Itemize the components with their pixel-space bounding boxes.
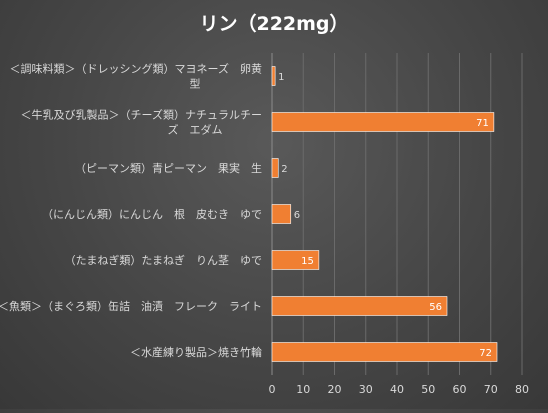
x-tick-label: 10 [296, 383, 310, 396]
x-tick-label: 30 [359, 383, 373, 396]
x-tick-label: 50 [421, 383, 435, 396]
data-labels: 1 71 2 6 15 56 72 [278, 72, 492, 359]
x-tick-label: 60 [453, 383, 467, 396]
category-label: ＜水産練り製品＞焼き竹輪 [130, 345, 262, 359]
category-label: ＜調味料類＞（ドレッシング類）マヨネーズ 卵黄 [10, 62, 262, 76]
x-tick-label: 40 [390, 383, 404, 396]
x-tick-label: 0 [269, 383, 276, 396]
x-axis-ticks: 0 10 20 30 40 50 60 70 80 [269, 383, 530, 396]
bar [271, 342, 498, 362]
category-label: ＜魚類＞（まぐろ類）缶詰 油漬 フレーク ライト [0, 299, 262, 313]
gridlines [271, 53, 523, 375]
bar [271, 204, 292, 224]
category-label: ズ エダム [168, 123, 223, 137]
x-tick-label: 80 [515, 383, 529, 396]
chart-title: リン（222mg） [199, 12, 348, 35]
x-tick-label: 20 [328, 383, 342, 396]
category-label: （たまねぎ類）たまねぎ りん茎 ゆで [65, 253, 262, 267]
bar [271, 112, 495, 132]
bar [271, 66, 276, 86]
category-labels: ＜調味料類＞（ドレッシング類）マヨネーズ 卵黄型 ＜牛乳及び乳製品＞（チーズ類）ナ… [0, 62, 262, 360]
bar [271, 250, 320, 270]
data-label: 2 [281, 164, 287, 175]
data-label: 71 [476, 118, 489, 129]
bars [271, 66, 498, 362]
data-label: 56 [429, 302, 442, 313]
category-label: （ピーマン類）青ピーマン 果実 生 [75, 161, 262, 175]
category-label: 型 [190, 77, 201, 91]
data-label: 15 [301, 256, 314, 267]
data-label: 72 [479, 348, 492, 359]
x-tick-label: 70 [484, 383, 498, 396]
data-label: 1 [278, 72, 284, 83]
bar [271, 158, 279, 178]
data-label: 6 [294, 210, 300, 221]
category-label: （にんじん類）にんじん 根 皮むき ゆで [42, 207, 262, 221]
bar [271, 296, 448, 316]
category-label: ＜牛乳及び乳製品＞（チーズ類）ナチュラルチー [21, 108, 262, 122]
